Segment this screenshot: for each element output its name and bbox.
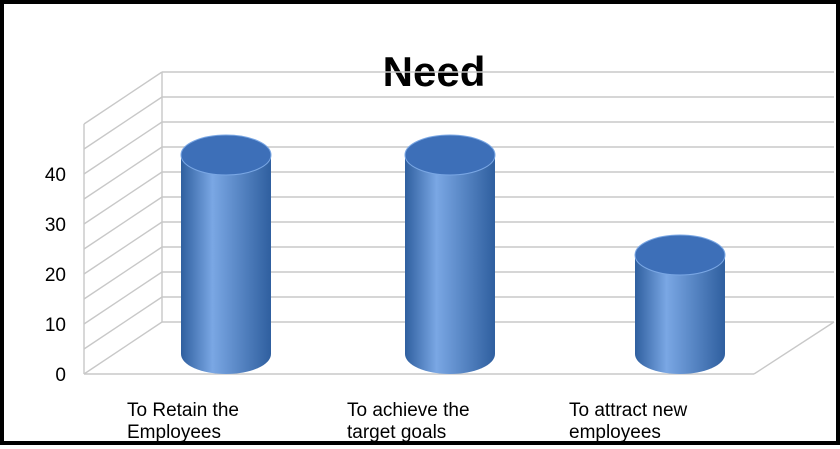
side-gridline <box>83 221 163 275</box>
side-gridline <box>83 121 163 175</box>
side-gridline <box>83 271 163 325</box>
y-tick-label: 10 <box>45 315 66 336</box>
side-gridline <box>83 171 163 225</box>
bar-body <box>635 255 725 374</box>
x-axis-labels: To Retain the Employees To achieve the targ… <box>127 400 688 443</box>
y-tick-label: 30 <box>45 215 66 236</box>
grid <box>83 71 835 375</box>
bars <box>180 134 726 374</box>
side-gridline <box>83 96 163 150</box>
y-tick-label: 40 <box>45 165 66 186</box>
floor-right-edge <box>753 321 835 375</box>
bar-top <box>180 134 272 176</box>
bar <box>404 134 496 374</box>
category-label: To attract new employees <box>569 400 688 443</box>
y-tick-label: 20 <box>45 265 66 286</box>
bar <box>634 234 726 374</box>
bar-top <box>634 234 726 276</box>
bar-body <box>181 155 271 374</box>
bar <box>180 134 272 374</box>
category-label: To Retain the Employees <box>127 400 239 443</box>
side-gridline <box>83 321 163 375</box>
side-gridline <box>83 196 163 250</box>
side-gridline <box>83 296 163 350</box>
y-axis-ticks: 0 10 20 30 40 <box>45 165 66 386</box>
side-gridline <box>83 246 163 300</box>
side-gridline <box>83 71 163 125</box>
side-gridline <box>83 146 163 200</box>
bar-body <box>405 155 495 374</box>
bar-top <box>404 134 496 176</box>
y-tick-label: 0 <box>55 365 66 386</box>
category-label: To achieve the target goals <box>347 400 470 443</box>
